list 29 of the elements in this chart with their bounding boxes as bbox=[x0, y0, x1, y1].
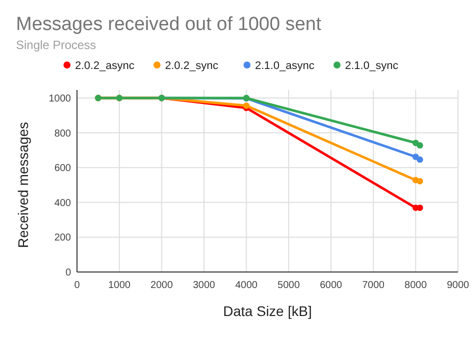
x-tick-label: 4000 bbox=[235, 280, 258, 291]
legend-label: 2.0.2_sync bbox=[165, 60, 219, 72]
point bbox=[416, 156, 424, 163]
x-tick-label: 7000 bbox=[362, 280, 385, 291]
x-tick-label: 1000 bbox=[108, 280, 131, 291]
chart-subtitle: Single Process bbox=[16, 38, 96, 52]
x-tick-label: 8000 bbox=[404, 280, 428, 291]
point bbox=[416, 142, 424, 149]
y-tick-label: 0 bbox=[65, 268, 72, 278]
legend-label: 2.1.0_sync bbox=[345, 60, 399, 72]
point bbox=[416, 204, 424, 211]
y-axis-title: Received messages bbox=[15, 122, 31, 248]
x-tick-label: 2000 bbox=[150, 280, 174, 291]
y-tick-label: 200 bbox=[54, 232, 72, 244]
y-tick-label: 400 bbox=[54, 198, 72, 209]
x-tick-label: 5000 bbox=[278, 280, 300, 291]
y-tick-label: 800 bbox=[54, 128, 72, 140]
x-tick-label: 3000 bbox=[192, 280, 216, 291]
legend-label: 2.1.0_async bbox=[255, 60, 315, 72]
y-tick-label: 600 bbox=[54, 163, 72, 174]
x-tick-label: 0 bbox=[74, 280, 80, 291]
chart-title: Messages received out of 1000 sent bbox=[16, 14, 322, 35]
x-axis-title: Data Size [kB] bbox=[223, 303, 312, 319]
y-tick-label: 1000 bbox=[48, 94, 72, 104]
point bbox=[243, 102, 250, 109]
point bbox=[416, 178, 424, 184]
x-tick-label: 9000 bbox=[446, 280, 470, 291]
legend-label: 2.0.2_async bbox=[75, 60, 135, 72]
x-tick-label: 6000 bbox=[320, 280, 343, 291]
